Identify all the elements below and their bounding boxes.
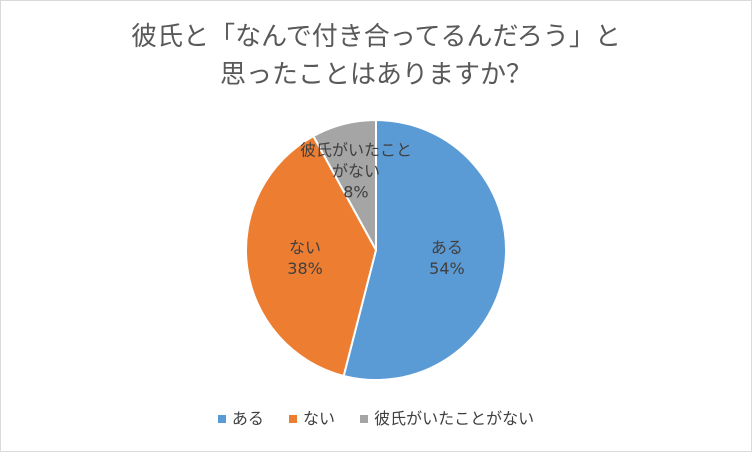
legend-swatch-nai: [288, 414, 297, 423]
legend-item-nai: ない: [288, 405, 335, 429]
pie-label-never-1: 彼氏がいたこと: [300, 140, 412, 159]
chart-title-line-2: 思ったことはありますか？: [219, 60, 532, 90]
pie-value-aru: 54%: [429, 259, 465, 278]
chart-title-line-1: 彼氏と「なんで付き合ってるんだろう」と: [131, 22, 621, 52]
pie-value-nai: 38%: [287, 259, 323, 278]
pie-value-never: 8%: [343, 182, 368, 201]
legend-label-never: 彼氏がいたことがない: [374, 409, 535, 428]
pie-labels: ある 54% ない 38% 彼氏がいたことがない 8%: [287, 140, 464, 278]
chart-title: 彼氏と「なんで付き合ってるんだろう」と 思ったことはありますか？: [0, 18, 752, 94]
legend-item-aru: ある: [217, 405, 264, 429]
legend-item-never: 彼氏がいたことがない: [360, 405, 534, 429]
legend-swatch-never: [360, 414, 369, 423]
pie-slice-never: [312, 118, 377, 251]
pie-slices: [245, 118, 507, 381]
pie-label-aru-1: ある: [431, 238, 463, 257]
pie-slice-nai: [245, 134, 378, 378]
chart-legend: ある ない 彼氏がいたことがない: [0, 405, 752, 429]
pie-label-never-2: がない: [332, 161, 380, 180]
pie-slice-aru: [342, 118, 507, 381]
legend-label-nai: ない: [302, 409, 335, 428]
legend-label-aru: ある: [231, 409, 264, 428]
pie-label-nai-1: ない: [289, 238, 321, 257]
legend-swatch-aru: [217, 414, 226, 423]
